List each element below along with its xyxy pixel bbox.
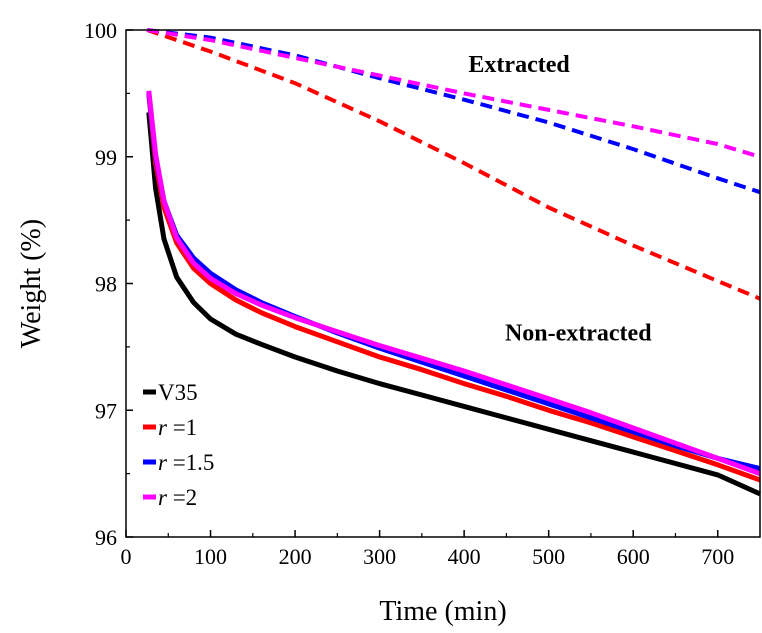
y-tick-label: 100 (84, 18, 117, 43)
legend-label-text: =1 (167, 415, 197, 440)
x-tick-label: 500 (532, 544, 565, 569)
legend-label-text: =2 (167, 485, 197, 510)
legend-label: V35 (158, 380, 198, 405)
annotation-non-extracted: Non-extracted (505, 321, 652, 347)
non-extracted-series-line (146, 93, 761, 483)
legend-item-r1: r =1 (143, 415, 197, 440)
x-axis-title: Time (min) (379, 596, 506, 627)
legend-label: r =1.5 (158, 450, 214, 475)
y-tick-label: 97 (95, 398, 117, 423)
legend-item-r1-5: r =1.5 (143, 450, 214, 475)
legend: V35 r =1 r =1.5 r =2 (143, 380, 214, 510)
x-tick-label: 200 (279, 544, 312, 569)
legend-label-italic: r (158, 450, 168, 475)
legend-item-v35: V35 (143, 380, 198, 405)
y-axis-title: Weight (%) (16, 219, 47, 348)
extracted-series-line (146, 28, 761, 195)
legend-item-r2: r =2 (143, 485, 197, 510)
y-tick-label: 98 (95, 272, 117, 297)
x-tick-label: 300 (363, 544, 396, 569)
legend-label: r =1 (158, 415, 197, 440)
x-tick-label: 600 (617, 544, 650, 569)
non-extracted-series-line (146, 93, 761, 472)
x-tick-label: 0 (121, 544, 132, 569)
x-tick-label: 100 (194, 544, 227, 569)
non-extracted-series-line (146, 90, 761, 476)
legend-label-italic: r (158, 485, 168, 510)
x-tick-label: 700 (701, 544, 734, 569)
y-tick-label: 99 (95, 145, 117, 170)
legend-label: r =2 (158, 485, 197, 510)
annotation-extracted: Extracted (468, 52, 570, 78)
x-tick-label: 400 (448, 544, 481, 569)
legend-label-italic: r (158, 415, 168, 440)
legend-label-text: =1.5 (167, 450, 214, 475)
non-extracted-series-line (146, 112, 762, 497)
axes-layer: 0 100 200 300 400 500 600 700 96 97 98 99 100 (84, 18, 734, 569)
series-layer (146, 28, 762, 497)
extracted-series-line (146, 28, 761, 159)
extracted-series-line (146, 28, 761, 301)
legend-label-text: V35 (158, 380, 198, 405)
y-tick-label: 96 (95, 525, 117, 550)
